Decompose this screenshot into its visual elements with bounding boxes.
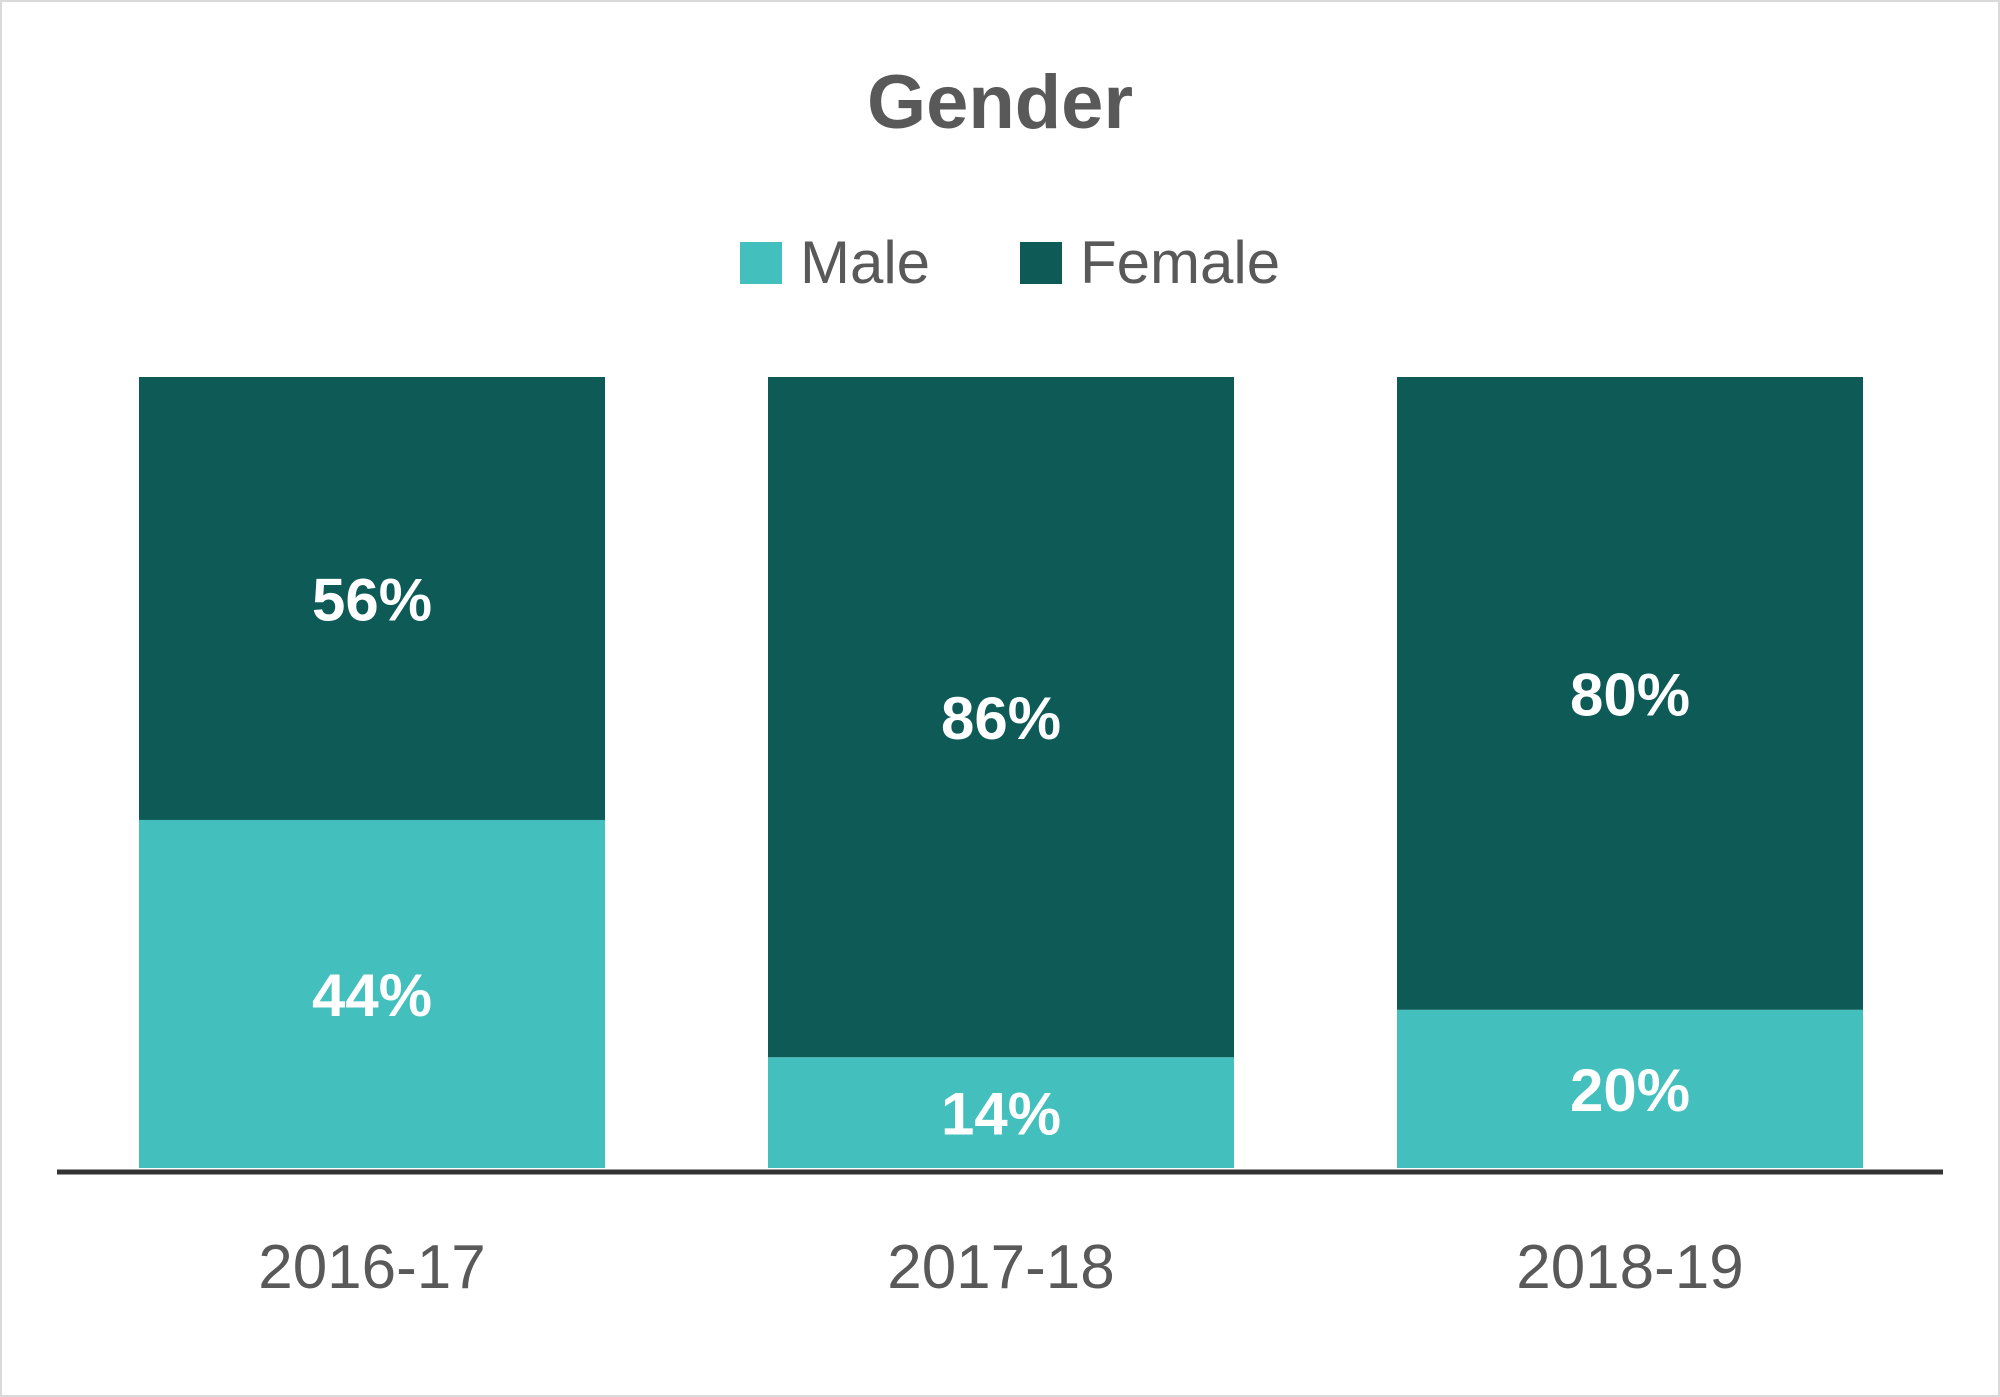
x-axis-ticks: 2016-17 2017-18 2018-19 (258, 1233, 1744, 1302)
legend-swatch-male (740, 242, 782, 284)
x-tick-label-2016-17: 2016-17 (258, 1233, 486, 1302)
bar-female-2016-17 (139, 377, 605, 820)
legend: Male Female (740, 229, 1280, 296)
data-label-female-2017-18: 86% (941, 685, 1061, 752)
bar-female-2018-19 (1397, 377, 1863, 1010)
bars-group: 44% 56% 14% 86% 20% 80% (139, 377, 1863, 1168)
data-label-male-2018-19: 20% (1570, 1057, 1690, 1124)
chart-title: Gender (867, 60, 1133, 145)
x-tick-label-2017-18: 2017-18 (887, 1233, 1115, 1302)
data-label-female-2018-19: 80% (1570, 661, 1690, 728)
x-tick-label-2018-19: 2018-19 (1516, 1233, 1744, 1302)
bar-female-2017-18 (768, 377, 1234, 1058)
data-label-male-2017-18: 14% (941, 1081, 1061, 1148)
bar-male-2017-18 (768, 1057, 1234, 1168)
bar-male-2016-17 (139, 819, 605, 1168)
data-label-male-2016-17: 44% (312, 962, 432, 1029)
bar-male-2018-19 (1397, 1009, 1863, 1168)
data-label-female-2016-17: 56% (312, 566, 432, 633)
legend-label-female: Female (1080, 229, 1280, 296)
legend-swatch-female (1020, 242, 1062, 284)
legend-label-male: Male (800, 229, 930, 296)
